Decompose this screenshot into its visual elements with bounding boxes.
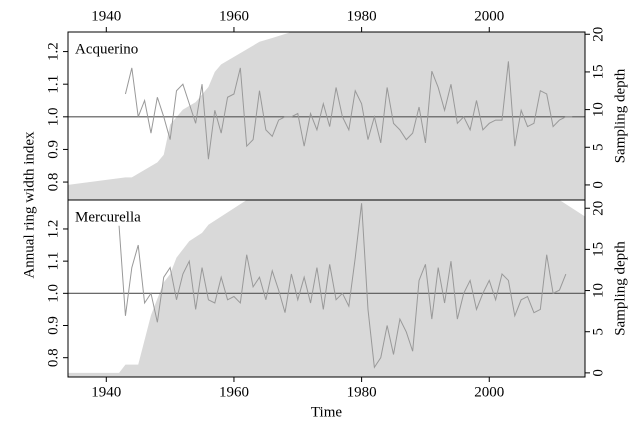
y2-axis-label: Sampling depth: [612, 68, 628, 163]
y-tick-label: 1.1: [45, 252, 61, 271]
index-line: [124, 61, 573, 160]
x-tick-label: 1980: [347, 8, 377, 24]
x-axis-label: Time: [311, 404, 342, 420]
x-tick-label: 1980: [347, 384, 377, 400]
y-axis-label: Annual ring width index: [21, 131, 37, 279]
y2-tick-label: 20: [590, 27, 606, 42]
y2-tick-label: 5: [590, 328, 606, 336]
y-tick-label: 1.0: [45, 284, 61, 303]
y2-tick-label: 15: [590, 64, 606, 79]
panel-label: Mercurella: [75, 209, 141, 225]
x-tick-label: 1940: [91, 384, 121, 400]
y-tick-label: 0.8: [45, 173, 61, 192]
y-tick-label: 0.8: [45, 348, 61, 367]
index-line: [118, 203, 567, 369]
y-tick-label: 1.2: [45, 42, 61, 61]
y2-tick-label: 10: [590, 283, 606, 298]
y-tick-label: 0.9: [45, 316, 61, 335]
x-tick-label: 1960: [219, 8, 249, 24]
y2-tick-label: 10: [590, 102, 606, 117]
x-tick-label: 2000: [474, 384, 504, 400]
y-tick-label: 0.9: [45, 140, 61, 159]
y2-tick-label: 15: [590, 242, 606, 257]
panel-label: Acquerino: [75, 41, 138, 57]
y-tick-label: 1.1: [45, 75, 61, 94]
y2-tick-label: 20: [590, 201, 606, 216]
x-tick-label: 2000: [474, 8, 504, 24]
panel-frame: [67, 199, 586, 378]
y2-tick-label: 5: [590, 144, 606, 152]
y2-axis-label: Sampling depth: [612, 241, 628, 336]
y2-tick-label: 0: [590, 181, 606, 189]
y-tick-label: 1.2: [45, 220, 61, 239]
y2-tick-label: 0: [590, 369, 606, 377]
x-tick-label: 1940: [91, 8, 121, 24]
y-tick-label: 1.0: [45, 107, 61, 126]
x-tick-label: 1960: [219, 384, 249, 400]
